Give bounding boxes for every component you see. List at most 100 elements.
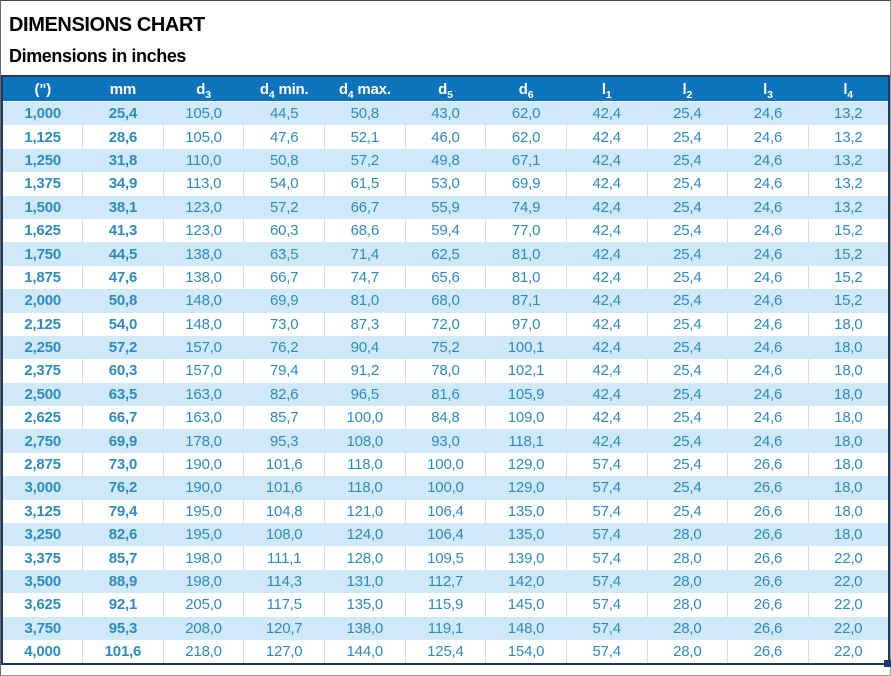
cell-l3: 24,6 [727,406,809,430]
cell-l2: 25,4 [646,406,728,430]
cell-l4: 15,2 [833,292,863,310]
cell-l3: 26,6 [753,573,783,590]
cell-d4-max: 121,0 [324,499,406,524]
cell-d4-max: 124,0 [346,526,384,544]
cell-d5: 43,0 [431,105,460,123]
cell-l4: 18,0 [833,385,863,403]
cell-d4-min: 60,3 [243,218,325,243]
cell-d3: 190,0 [185,479,222,497]
cell-l1: 42,4 [592,105,621,123]
table-row: 2,500 63,5 163,0 82,6 96,5 81,6 105,9 42,4 25,4 2… [2,382,889,407]
cell-mm: 85,7 [82,546,164,570]
cell-d4-max: 96,5 [350,385,380,403]
cell-l1: 57,4 [565,546,647,570]
cell-d6: 145,0 [485,593,567,617]
cell-d6: 102,1 [485,359,567,383]
cell-d4-min: 82,6 [269,385,299,403]
cell-d4-max: 81,0 [350,292,380,310]
cell-d4-max: 57,2 [350,151,380,169]
table-row: 1,375 34,9 113,0 54,0 61,5 53,0 69,9 42,4 25,4 24… [2,172,889,196]
cell-inches: 2,125 [24,315,61,333]
cell-mm: 79,4 [82,499,164,524]
cell-l3: 26,6 [727,546,809,570]
cell-l3: 24,6 [753,432,783,450]
cell-l1: 57,4 [565,452,647,477]
cell-d4-min: 104,8 [243,499,325,524]
cell-mm: 34,9 [82,172,164,196]
cell-d6: 100,1 [507,339,545,357]
cell-mm: 47,6 [82,265,164,290]
cell-l4: 22,0 [807,593,889,617]
cell-d3: 157,0 [185,339,222,357]
cell-l3: 26,6 [753,526,783,544]
cell-inches: 2,500 [24,385,62,403]
cell-l2: 25,4 [673,339,702,357]
cell-l2: 28,0 [673,573,702,590]
cell-d5: 55,9 [431,198,460,216]
cell-l2: 28,0 [646,546,728,570]
cell-d4-min: 117,5 [243,593,325,617]
cell-d4-max: 87,3 [324,312,406,336]
table-row: 1,750 44,5 138,0 63,5 71,4 62,5 81,0 42,4 25,4 24… [2,242,889,266]
header-row: (") mm d3 d4 min. d4 max. d5 d6 l1 l2 l3 l4 [2,76,889,102]
cell-d5: 78,0 [404,359,486,383]
cell-d5: 68,0 [431,292,460,310]
cell-l4: 18,0 [807,452,889,477]
cell-inches: 3,625 [24,596,61,614]
cell-d6: 148,0 [507,619,545,637]
cell-d4-max: 118,0 [347,479,383,497]
cell-d5: 100,0 [404,452,486,477]
cell-l1: 42,4 [592,432,621,450]
cell-d4-max: 50,8 [350,105,380,123]
cell-mm: 63,5 [108,385,138,403]
cell-l1: 57,4 [592,479,621,497]
cell-d4-max: 128,0 [324,546,406,570]
cell-d3: 205,0 [162,593,244,617]
cell-inches: 1,125 [24,128,61,146]
table-row: 2,125 54,0 148,0 73,0 87,3 72,0 97,0 42,4 25,4 24… [2,312,889,336]
fill-handle[interactable] [884,660,891,668]
cell-l4: 18,0 [833,479,863,497]
cell-l2: 25,4 [673,105,702,123]
cell-l2: 28,0 [673,526,702,544]
cell-inches: 3,500 [24,573,62,590]
cell-d3: 138,0 [162,265,244,290]
cell-mm: 92,1 [82,593,164,617]
cell-d3: 198,0 [162,546,244,570]
cell-d4-max: 71,4 [350,245,380,263]
cell-d3: 163,0 [185,385,222,403]
cell-l4: 18,0 [833,526,863,544]
cell-d4-max: 138,0 [346,619,384,637]
table-header: (") mm d3 d4 min. d4 max. d5 d6 l1 l2 l3 l4 [2,76,889,102]
cell-d3: 123,0 [185,198,222,216]
cell-mm: 28,6 [82,125,164,149]
cell-d3: 113,0 [162,172,244,196]
cell-d6: 81,0 [485,265,567,290]
table-row: 2,625 66,7 163,0 85,7 100,0 84,8 109,0 42,4 25,4… [2,406,889,430]
cell-inches: 2,250 [24,339,62,357]
cell-d6: 105,9 [507,385,545,403]
cell-mm: 38,1 [108,198,138,216]
table-row: 2,250 57,2 157,0 76,2 90,4 75,2 100,1 42,4 25,4 2… [2,335,889,360]
cell-d4-min: 50,8 [269,151,299,169]
cell-d3: 163,0 [162,406,244,430]
cell-d3: 110,0 [185,151,222,169]
cell-mm: 101,6 [82,639,164,665]
cell-d3: 138,0 [185,245,222,263]
cell-d4-min: 108,0 [265,526,303,544]
cell-d6: 74,9 [511,198,541,216]
cell-inches: 1,625 [24,222,61,240]
cell-l1: 57,4 [592,526,621,544]
cell-mm: 82,6 [108,526,138,544]
cell-mm: 66,7 [82,406,164,430]
cell-d4-min: 44,5 [269,105,299,123]
cell-l4: 13,2 [833,151,863,169]
cell-l2: 25,4 [673,292,702,310]
column-header-d6: d6 [485,76,567,102]
table-row: 3,375 85,7 198,0 111,1 128,0 109,5 139,0 57,4 28… [2,546,889,570]
cell-l2: 25,4 [646,452,728,477]
cell-l4: 13,2 [833,105,863,123]
cell-l2: 25,4 [673,151,702,169]
cell-l2: 25,4 [673,245,702,263]
cell-d4-min: 66,7 [243,265,325,290]
